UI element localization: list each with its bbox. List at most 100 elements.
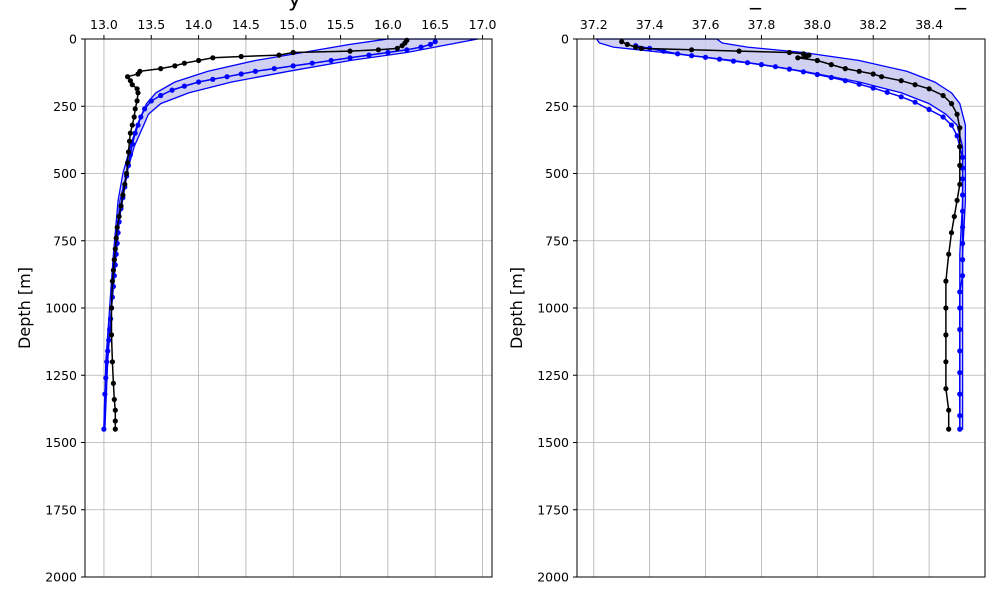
- series-1-point: [196, 57, 202, 64]
- series-1-point: [158, 66, 164, 72]
- series-1-point: [347, 48, 353, 54]
- series-0-point: [957, 391, 963, 397]
- series-1-point: [943, 359, 949, 365]
- series-0-point: [926, 106, 932, 113]
- series-0-point: [366, 52, 372, 58]
- series-1-point: [124, 170, 130, 177]
- y-tick-label: 1000: [537, 301, 569, 316]
- series-1-point: [948, 101, 955, 107]
- series-1-point: [125, 160, 131, 166]
- series-0-point: [418, 44, 424, 50]
- series-0-point: [103, 375, 109, 381]
- series-1-point: [114, 224, 120, 230]
- series-1-point: [946, 407, 952, 413]
- series-0-point: [101, 426, 107, 432]
- series-1-point: [290, 49, 296, 56]
- series-0-point: [960, 154, 966, 160]
- series-0-point: [957, 413, 963, 419]
- series-0-point: [169, 87, 175, 93]
- series-0-point: [689, 53, 695, 59]
- x-tick-label: 38.0: [803, 17, 831, 32]
- series-1-point: [926, 86, 932, 92]
- y-tick-label: 750: [53, 233, 77, 248]
- series-1-point: [112, 418, 118, 424]
- x-tick-label: 38.4: [915, 17, 943, 32]
- y-tick-label: 1250: [45, 368, 77, 383]
- series-0-point: [744, 60, 751, 66]
- series-1-point: [898, 78, 904, 84]
- series-1-point: [842, 66, 848, 72]
- x-tick-label: 37.4: [636, 17, 664, 32]
- series-1-point: [624, 41, 630, 48]
- series-0-point: [758, 62, 765, 68]
- series-1-point: [238, 53, 244, 60]
- series-1-point: [879, 74, 885, 80]
- series-1-point: [943, 332, 949, 338]
- x-tick-label: 13.0: [90, 17, 118, 32]
- y-tick-label: 1250: [537, 368, 569, 383]
- series-0-point: [132, 130, 138, 136]
- series-0-point: [912, 99, 918, 105]
- y-tick-label: 2000: [537, 570, 569, 585]
- series-1-point: [951, 213, 957, 220]
- series-1-point: [276, 52, 282, 58]
- y-tick-label: 1500: [45, 435, 77, 450]
- series-1-point: [803, 53, 809, 60]
- x-tick-label: 14.5: [232, 17, 260, 32]
- series-0-point: [960, 240, 966, 246]
- series-1-point: [689, 47, 695, 53]
- series-1-point: [795, 55, 801, 61]
- series-0-point: [730, 58, 737, 64]
- series-0-point: [138, 114, 144, 120]
- x-tick-label: 15.5: [327, 17, 355, 32]
- series-0-point: [102, 391, 108, 397]
- series-0-point: [786, 66, 793, 72]
- series-1-point: [129, 82, 135, 88]
- series-1-point: [113, 235, 119, 241]
- series-0-point: [108, 316, 114, 322]
- series-0-point: [957, 426, 963, 432]
- x-tick-label: 37.8: [748, 17, 776, 32]
- series-1-point: [125, 74, 131, 80]
- series-1-point: [110, 267, 116, 273]
- x-tick-label: 14.0: [185, 17, 213, 32]
- series-1-point: [394, 45, 400, 52]
- series-1-point: [116, 213, 122, 220]
- series-0-point: [148, 98, 154, 104]
- series-1-point: [134, 98, 140, 104]
- title-fragment: y: [288, 0, 301, 12]
- x-tick-label: 16.0: [374, 17, 402, 32]
- series-1-point: [127, 78, 133, 84]
- series-0-point: [842, 78, 848, 84]
- series-1-point: [943, 305, 949, 311]
- series-1-point: [210, 55, 216, 61]
- series-0-point: [828, 74, 834, 81]
- series-0-point: [940, 114, 946, 120]
- title-tail-fragment-1: _: [749, 0, 762, 10]
- y-tick-label: 1750: [537, 502, 569, 517]
- temperature-y-axis-label: Depth [m]: [15, 267, 34, 349]
- series-1-point: [111, 257, 117, 263]
- x-tick-label: 16.5: [421, 17, 449, 32]
- series-0-point: [870, 85, 876, 91]
- series-0-point: [328, 57, 334, 64]
- series-1-point: [129, 122, 135, 128]
- series-0-point: [404, 47, 410, 53]
- series-0-point: [224, 74, 230, 80]
- series-0-point: [800, 69, 807, 75]
- series-1-point: [108, 332, 115, 338]
- series-0-point: [960, 224, 966, 230]
- series-0-point: [814, 71, 820, 78]
- series-0-point: [960, 176, 966, 182]
- y-tick-label: 2000: [45, 570, 77, 585]
- series-0-point: [772, 64, 779, 70]
- series-1-line: [110, 39, 408, 430]
- series-1-point: [786, 49, 793, 56]
- series-0-point: [884, 89, 890, 95]
- series-0-point: [960, 192, 966, 198]
- y-tick-label: 750: [545, 233, 569, 248]
- series-1-point: [957, 125, 963, 131]
- series-1-point: [943, 386, 949, 392]
- series-0-point: [385, 49, 391, 56]
